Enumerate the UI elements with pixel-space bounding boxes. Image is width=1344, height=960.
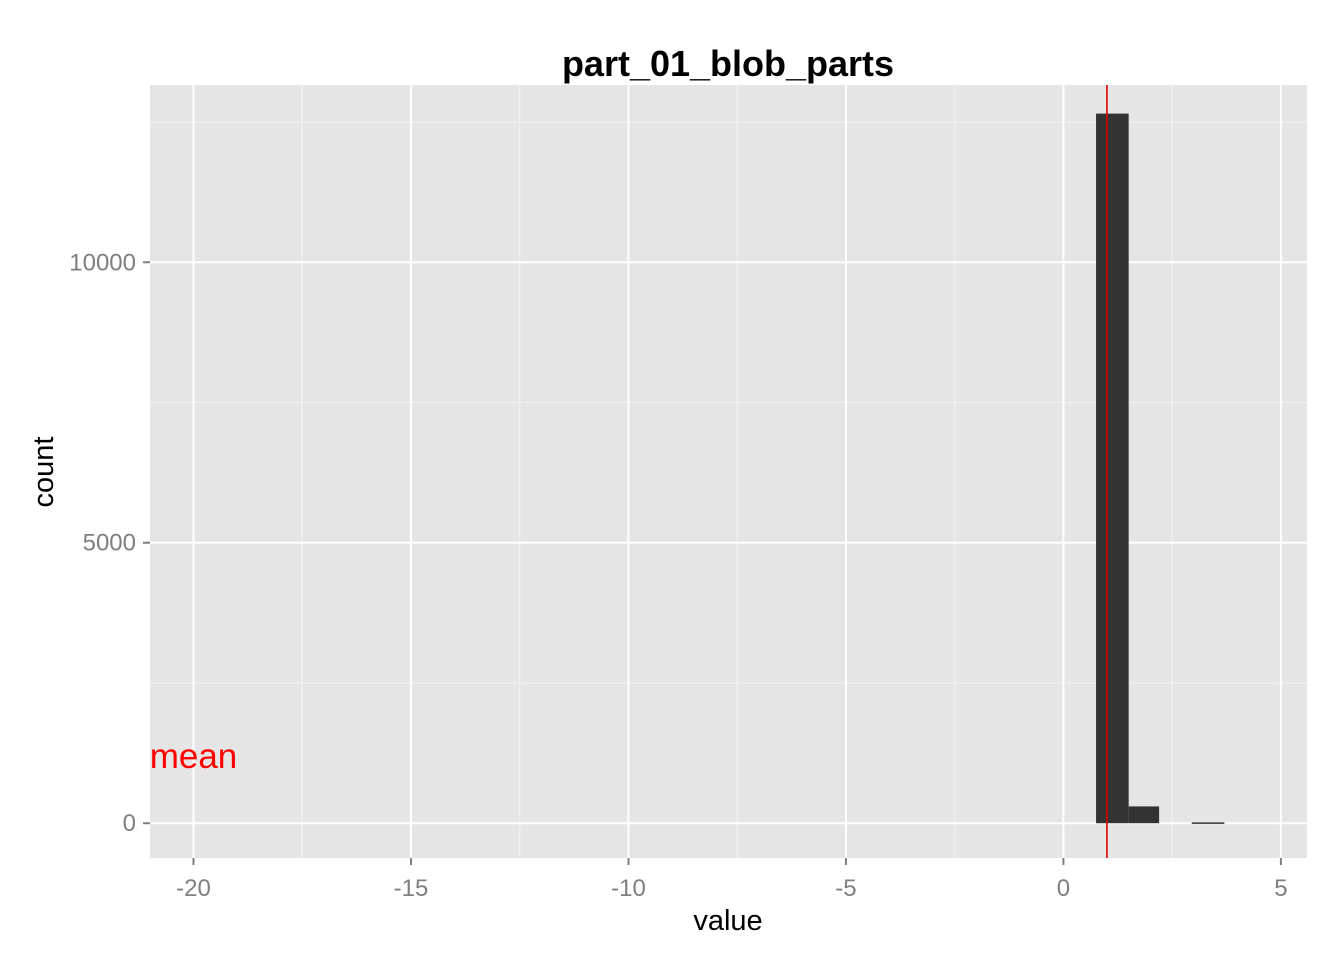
x-tick-label: 0	[1057, 875, 1070, 902]
histogram-bar	[1128, 806, 1160, 824]
y-tick-label: 0	[123, 810, 136, 837]
histogram-bar	[1096, 113, 1129, 824]
histogram-bar	[1191, 822, 1225, 824]
y-axis-ticks: 0 5000 10000	[69, 249, 150, 837]
x-axis-title: value	[693, 905, 762, 937]
histogram-bars	[1096, 113, 1225, 824]
chart-title: part_01_blob_parts	[562, 43, 894, 84]
x-tick-label: -15	[394, 875, 429, 902]
plot-panel	[150, 85, 1307, 858]
x-axis-ticks: -20 -15 -10 -5 0 5	[176, 858, 1288, 902]
y-axis-title: count	[28, 437, 60, 508]
x-tick-label: -5	[835, 875, 856, 902]
x-tick-label: 5	[1274, 875, 1287, 902]
y-tick-label: 10000	[69, 249, 136, 276]
minor-gridlines	[150, 85, 1307, 858]
x-tick-label: -10	[611, 875, 646, 902]
x-tick-label: -20	[176, 875, 211, 902]
y-tick-label: 5000	[83, 530, 136, 557]
mean-annotation: mean	[150, 737, 238, 776]
